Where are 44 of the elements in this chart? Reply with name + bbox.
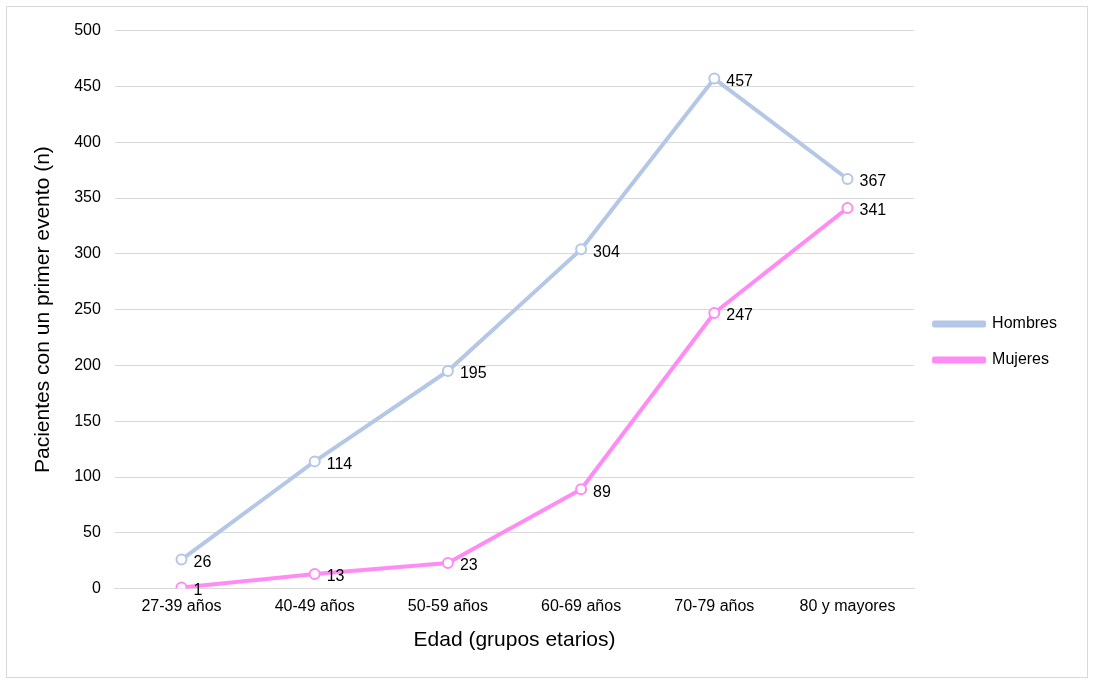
data-label: 457 (726, 71, 754, 89)
x-tick-label: 27-39 años (141, 596, 222, 614)
legend-label: Hombres (992, 314, 1057, 332)
point (441, 364, 454, 377)
data-label: 304 (593, 242, 620, 260)
data-label: 341 (859, 201, 887, 219)
legend-label: Mujeres (992, 350, 1049, 368)
y-tick-label: 50 (83, 523, 101, 541)
point (575, 243, 588, 256)
point (708, 72, 721, 85)
data-label: 26 (193, 552, 212, 570)
y-tick-label: 0 (91, 579, 101, 597)
point (308, 568, 321, 581)
data-label: 195 (459, 364, 487, 382)
data-label: 247 (726, 306, 754, 324)
point (575, 483, 588, 496)
data-label: 367 (859, 172, 887, 190)
y-tick-label: 450 (74, 76, 101, 94)
y-tick-label: 100 (74, 467, 101, 485)
point (308, 455, 321, 468)
x-axis-title: Edad (grupos etarios) (413, 627, 616, 651)
y-tick-label: 500 (74, 21, 101, 39)
x-tick-label: 50-59 años (407, 596, 488, 614)
y-tick-label: 250 (74, 300, 101, 318)
point (841, 202, 854, 215)
y-tick-label: 350 (74, 188, 101, 206)
y-tick-label: 300 (74, 244, 101, 262)
x-tick-label: 60-69 años (541, 596, 622, 614)
data-label: 1 (193, 580, 203, 598)
x-tick-label: 40-49 años (274, 596, 355, 614)
data-label: 114 (326, 454, 353, 472)
point (175, 553, 188, 566)
y-tick-label: 150 (74, 411, 101, 429)
y-tick-label: 400 (74, 132, 101, 150)
data-label: 13 (326, 567, 345, 585)
data-label: 23 (459, 556, 478, 574)
point (708, 306, 721, 319)
x-tick-label: 80 y mayores (799, 596, 896, 614)
y-axis-title: Pacientes con un primer evento (n) (30, 146, 54, 474)
point (841, 173, 854, 186)
y-tick-label: 200 (74, 355, 101, 373)
data-label: 89 (593, 482, 611, 500)
point (441, 556, 454, 569)
x-tick-label: 70-79 años (674, 596, 755, 614)
